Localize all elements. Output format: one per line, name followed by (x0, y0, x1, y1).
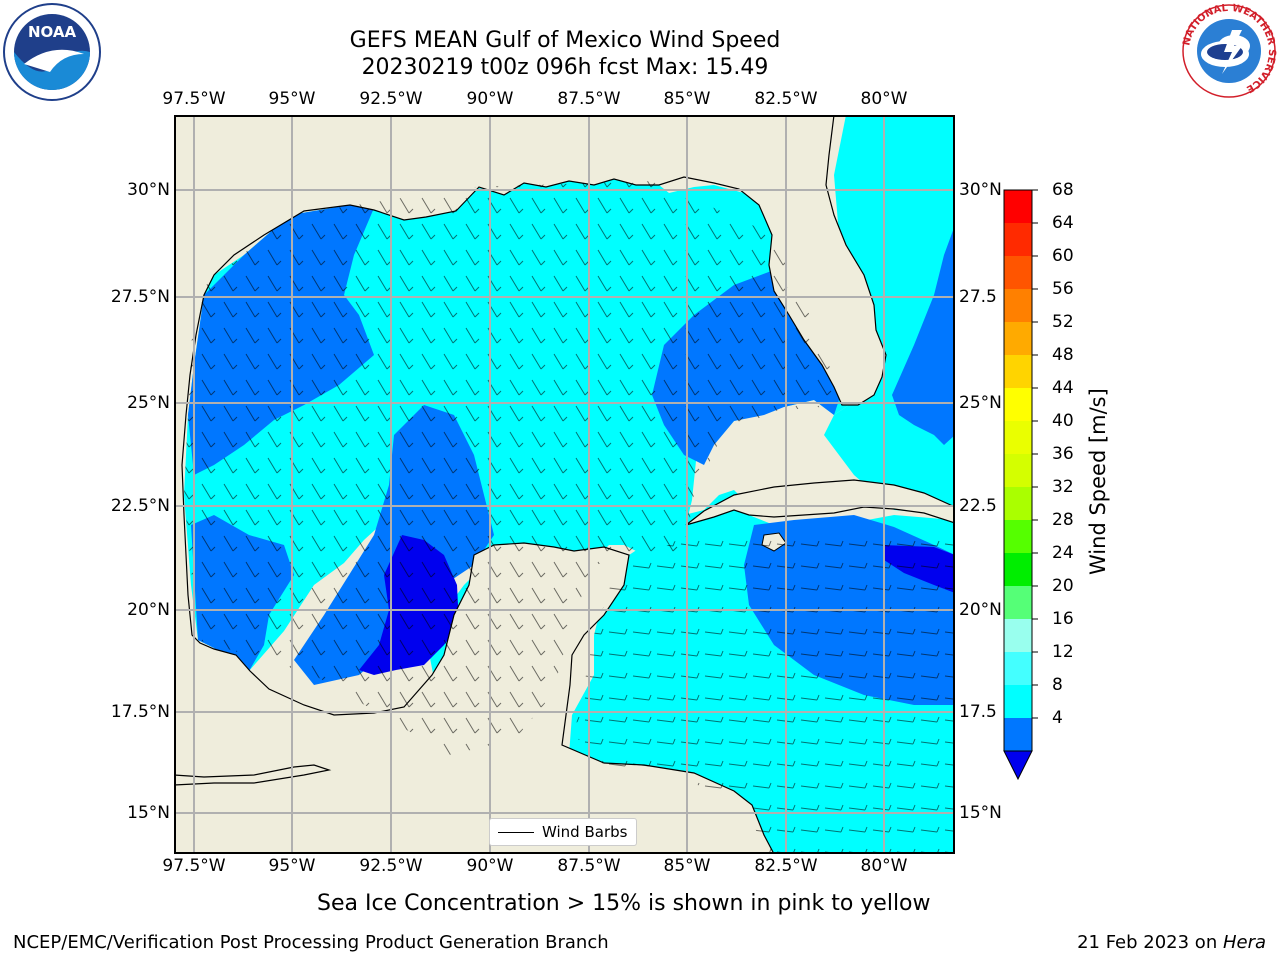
title-line-2: 20230219 t00z 096h fcst Max: 15.49 (361, 55, 769, 80)
colorbar-segment (1004, 322, 1032, 356)
colorbar-tick-label: 68 (1052, 180, 1074, 200)
lat-tick-right: 20°N (959, 600, 1002, 620)
colorbar-segment (1004, 718, 1032, 752)
colorbar-frame (1003, 189, 1033, 752)
colorbar-tick-label: 60 (1052, 246, 1074, 266)
colorbar-tick-label: 52 (1052, 312, 1074, 332)
wind-4-8-atlantic (892, 225, 955, 445)
colorbar-tick-label: 56 (1052, 279, 1074, 299)
lat-tick-left: 25°N (127, 393, 170, 413)
lat-tick-left: 22.5°N (110, 496, 170, 516)
footer-date-text: 21 Feb 2023 on (1077, 932, 1223, 953)
lon-tick-top: 90°W (466, 89, 514, 109)
lon-tick-bottom: 80°W (860, 856, 908, 876)
lat-tick-right: 17.5 (959, 702, 997, 722)
lat-tick-right: 25°N (959, 393, 1002, 413)
colorbar-segment (1004, 256, 1032, 290)
lon-tick-top: 92.5°W (359, 89, 423, 109)
map-panel (174, 115, 955, 854)
lat-tick-right: 27.5 (959, 287, 997, 307)
lon-tick-bottom: 97.5°W (162, 856, 226, 876)
colorbar-tick-label: 8 (1052, 675, 1063, 695)
map-legend: Wind Barbs (489, 818, 637, 846)
colorbar-segment (1004, 223, 1032, 257)
colorbar-segment (1004, 586, 1032, 620)
colorbar-tick-label: 44 (1052, 378, 1074, 398)
lat-tick-left: 15°N (127, 803, 170, 823)
colorbar-segment (1004, 355, 1032, 389)
colorbar-tick-label: 20 (1052, 576, 1074, 596)
lon-tick-bottom: 87.5°W (557, 856, 621, 876)
colorbar-tick-label: 12 (1052, 642, 1074, 662)
lon-tick-top: 97.5°W (162, 89, 226, 109)
noaa-logo-text: NOAA (28, 23, 77, 41)
nws-logo: NATIONAL WEATHER SERVICE (1181, 3, 1277, 98)
colorbar-tick-label: 64 (1052, 213, 1074, 233)
title-line-1: GEFS MEAN Gulf of Mexico Wind Speed (349, 28, 781, 53)
colorbar-title: Wind Speed [m/s] (1086, 388, 1110, 575)
sea-ice-note: Sea Ice Concentration > 15% is shown in … (317, 891, 931, 916)
noaa-logo: NOAA (3, 3, 101, 101)
colorbar-segment (1004, 619, 1032, 653)
footer-host: Hera (1222, 932, 1266, 953)
legend-label: Wind Barbs (542, 823, 628, 841)
lon-tick-bottom: 82.5°W (754, 856, 818, 876)
colorbar-segment (1004, 487, 1032, 521)
colorbar-under-extension (1003, 750, 1033, 781)
colorbar-tick-label: 24 (1052, 543, 1074, 563)
lat-tick-left: 17.5°N (110, 702, 170, 722)
map-frame (174, 115, 955, 854)
colorbar-segment (1004, 553, 1032, 587)
colorbar-segment (1004, 454, 1032, 488)
lon-tick-top: 80°W (860, 89, 908, 109)
colorbar-tick-label: 32 (1052, 477, 1074, 497)
wind-barb-legend-line (498, 832, 534, 833)
lat-tick-left: 27.5°N (110, 287, 170, 307)
lon-tick-bottom: 92.5°W (359, 856, 423, 876)
graticule (174, 115, 955, 854)
colorbar-segment (1004, 685, 1032, 719)
lat-tick-right: 15°N (959, 803, 1002, 823)
colorbar-segment (1004, 388, 1032, 422)
lon-tick-top: 85°W (663, 89, 711, 109)
colorbar-tick-label: 40 (1052, 411, 1074, 431)
colorbar-tick-label: 36 (1052, 444, 1074, 464)
cuba-land (685, 479, 955, 526)
colorbar (1003, 189, 1038, 781)
colorbar-tick-label: 16 (1052, 609, 1074, 629)
colorbar-segment (1004, 190, 1032, 224)
lon-tick-bottom: 95°W (268, 856, 316, 876)
colorbar-tick-label: 28 (1052, 510, 1074, 530)
lon-tick-bottom: 85°W (663, 856, 711, 876)
colorbar-segment (1004, 421, 1032, 455)
colorbar-segment (1004, 652, 1032, 686)
footer-date: 21 Feb 2023 on Hera (1077, 932, 1266, 953)
lon-tick-bottom: 90°W (466, 856, 514, 876)
lon-tick-top: 95°W (268, 89, 316, 109)
colorbar-tick-label: 4 (1052, 708, 1063, 728)
colorbar-segment (1004, 520, 1032, 554)
lat-tick-left: 20°N (127, 600, 170, 620)
lat-tick-left: 30°N (127, 180, 170, 200)
lat-tick-right: 30°N (959, 180, 1002, 200)
colorbar-tick-label: 48 (1052, 345, 1074, 365)
footer-credit: NCEP/EMC/Verification Post Processing Pr… (13, 932, 609, 953)
colorbar-segment (1004, 289, 1032, 323)
lon-tick-top: 87.5°W (557, 89, 621, 109)
lon-tick-top: 82.5°W (754, 89, 818, 109)
lat-tick-right: 22.5 (959, 496, 997, 516)
